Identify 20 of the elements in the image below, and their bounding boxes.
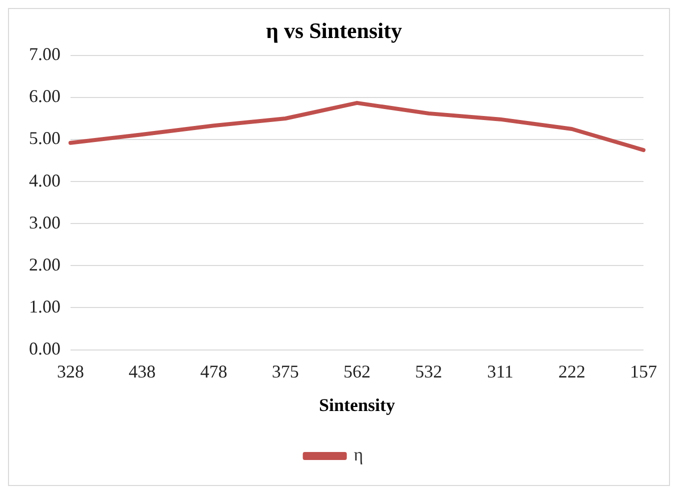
y-tick-label: 4.00 xyxy=(29,170,60,190)
x-tick-label: 375 xyxy=(272,361,299,382)
legend-label: η xyxy=(354,444,364,465)
y-tick-label: 5.00 xyxy=(29,128,60,148)
x-tick-label: 157 xyxy=(630,361,657,382)
x-tick-label: 438 xyxy=(128,361,156,382)
x-tick-label: 562 xyxy=(344,361,370,382)
y-tick-label: 7.00 xyxy=(29,44,60,64)
y-tick-label: 1.00 xyxy=(29,296,60,316)
x-tick-label: 478 xyxy=(200,361,228,382)
x-tick-label: 311 xyxy=(487,361,514,382)
x-axis-title: Sintensity xyxy=(318,394,396,415)
y-tick-label: 6.00 xyxy=(29,86,60,106)
x-tick-label: 222 xyxy=(558,361,586,382)
chart-title: η vs Sintensity xyxy=(266,18,402,43)
y-tick-label: 0.00 xyxy=(29,338,60,359)
x-tick-label: 328 xyxy=(57,361,84,382)
x-tick-label: 532 xyxy=(415,361,442,382)
y-tick-label: 2.00 xyxy=(29,254,60,274)
y-tick-label: 3.00 xyxy=(29,212,60,232)
